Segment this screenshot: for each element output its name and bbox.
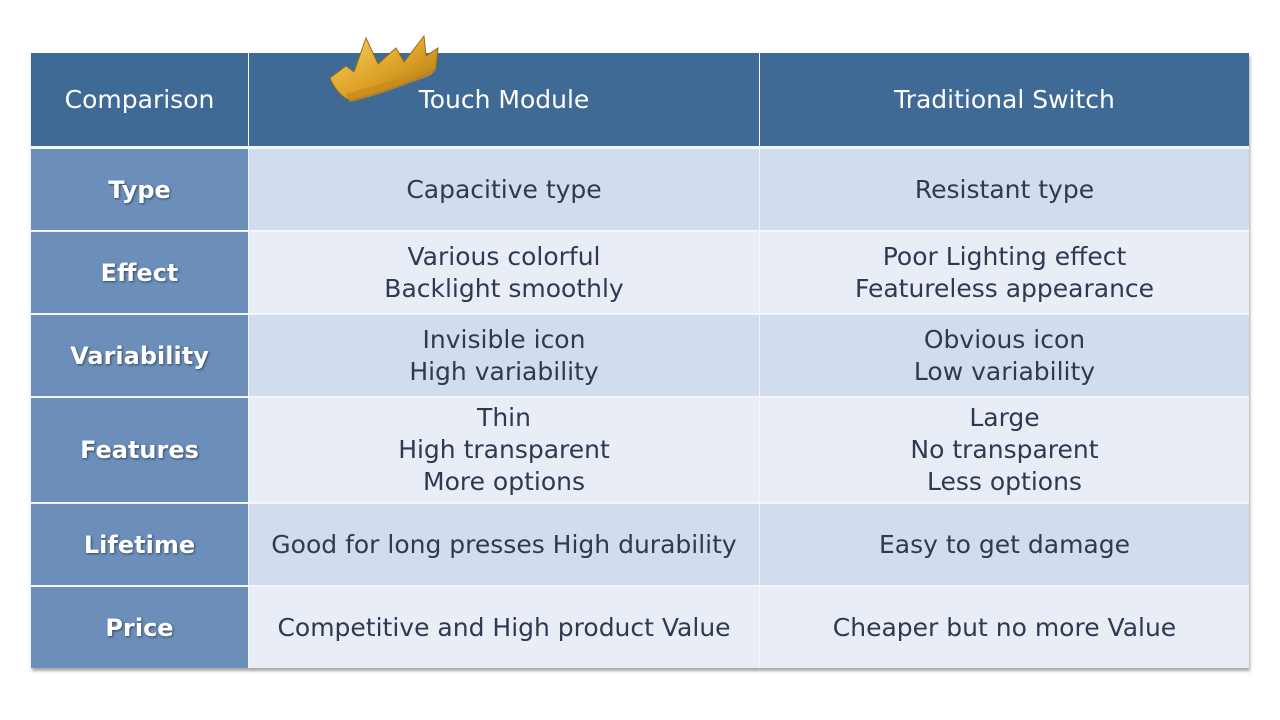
row-label: Lifetime — [31, 504, 248, 585]
cell-line: Capacitive type — [406, 174, 602, 204]
table-row: Features Thin High transparent More opti… — [31, 396, 1249, 502]
table-header-row: Comparison Touch Module Traditional Swit… — [31, 53, 1249, 147]
traditional-cell: Obvious icon Low variability — [759, 315, 1249, 396]
traditional-cell: Easy to get damage — [759, 504, 1249, 585]
row-label: Type — [31, 149, 248, 230]
comparison-table: Comparison Touch Module Traditional Swit… — [31, 53, 1249, 668]
touch-cell: Capacitive type — [248, 149, 759, 230]
table-row: Effect Various colorful Backlight smooth… — [31, 230, 1249, 313]
crown-icon — [329, 34, 439, 102]
cell-line: Low variability — [913, 356, 1096, 386]
touch-cell: Good for long presses High durability — [248, 504, 759, 585]
touch-cell: Various colorful Backlight smoothly — [248, 232, 759, 313]
table-row: Lifetime Good for long presses High dura… — [31, 502, 1249, 585]
cell-line: Cheaper but no more Value — [832, 612, 1177, 642]
traditional-cell: Cheaper but no more Value — [759, 587, 1249, 668]
row-label: Variability — [31, 315, 248, 396]
cell-line: Various colorful — [407, 241, 601, 271]
table-row: Price Competitive and High product Value… — [31, 585, 1249, 668]
touch-cell: Invisible icon High variability — [248, 315, 759, 396]
cell-line: Good for long presses High durability — [271, 529, 737, 559]
row-label: Price — [31, 587, 248, 668]
header-traditional-switch: Traditional Switch — [759, 53, 1249, 146]
cell-line: High transparent — [398, 435, 610, 464]
row-label: Effect — [31, 232, 248, 313]
table-row: Variability Invisible icon High variabil… — [31, 313, 1249, 396]
touch-cell: Thin High transparent More options — [248, 398, 759, 502]
cell-line: No transparent — [910, 435, 1099, 464]
cell-line: Easy to get damage — [878, 529, 1131, 559]
row-label: Features — [31, 398, 248, 502]
cell-line: Competitive and High product Value — [277, 612, 731, 642]
table-row: Type Capacitive type Resistant type — [31, 147, 1249, 230]
cell-line: More options — [423, 467, 585, 496]
traditional-cell: Poor Lighting effect Featureless appeara… — [759, 232, 1249, 313]
cell-line: Backlight smoothly — [384, 273, 624, 303]
cell-line: Large — [969, 403, 1040, 432]
traditional-cell: Large No transparent Less options — [759, 398, 1249, 502]
header-touch-module: Touch Module — [248, 53, 759, 146]
cell-line: Obvious icon — [923, 324, 1086, 354]
header-comparison: Comparison — [31, 53, 248, 146]
cell-line: Thin — [477, 403, 531, 432]
cell-line: High variability — [409, 356, 599, 386]
touch-cell: Competitive and High product Value — [248, 587, 759, 668]
cell-line: Poor Lighting effect — [882, 241, 1127, 271]
cell-line: Less options — [927, 467, 1082, 496]
cell-line: Invisible icon — [422, 324, 586, 354]
cell-line: Resistant type — [914, 174, 1095, 204]
traditional-cell: Resistant type — [759, 149, 1249, 230]
cell-line: Featureless appearance — [854, 273, 1155, 303]
